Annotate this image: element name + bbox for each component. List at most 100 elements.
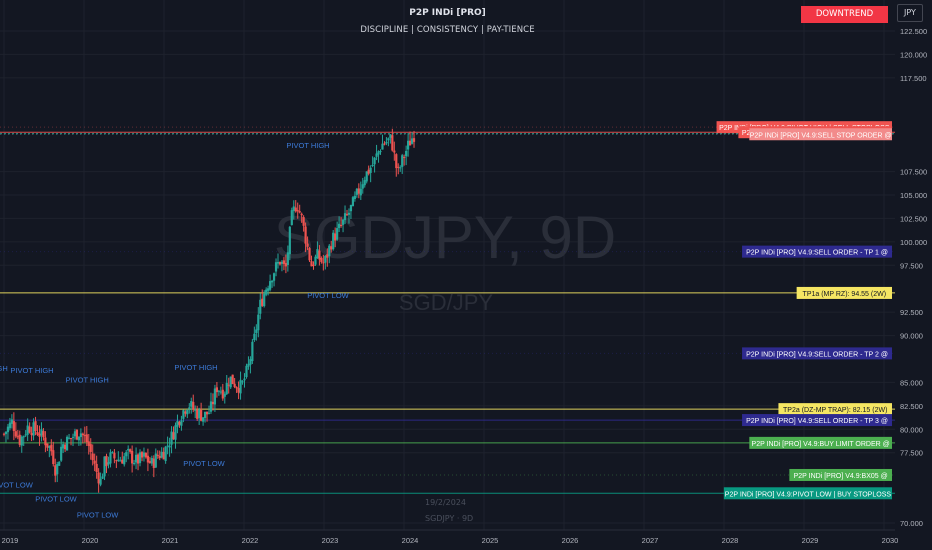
candle-body: [62, 444, 65, 449]
candle-body: [109, 452, 112, 464]
candle-body: [30, 433, 33, 436]
level-label-bg: [789, 468, 892, 481]
candle-body: [351, 197, 355, 207]
candle-body: [93, 460, 96, 464]
price-tick-label: 122.500: [900, 27, 927, 36]
candle-body: [140, 452, 144, 458]
candle-body: [172, 432, 175, 440]
candle-body: [192, 401, 195, 410]
level-label-bg: [796, 286, 892, 299]
candle-body: [286, 252, 289, 265]
price-tick-label: 77.500: [900, 449, 923, 458]
candle-body: [241, 381, 244, 383]
pivot-label: PIVOT HIGH: [10, 366, 53, 375]
candle-body: [34, 421, 37, 432]
candle-body: [339, 224, 343, 226]
candle-body: [32, 422, 35, 436]
candle-body: [288, 226, 291, 255]
candle-body: [103, 456, 106, 477]
candle-body: [369, 167, 372, 173]
candle-body: [389, 134, 392, 138]
candle-body: [359, 188, 362, 196]
candle-body: [156, 454, 159, 456]
level-label: P2P INDi [PRO] V4.9:PIVOT LOW | BUY STOP…: [725, 491, 892, 498]
candle-body: [115, 460, 118, 462]
candle-body: [375, 153, 378, 157]
time-axis: 2019 2020 2021 2022 2023 2024 2025 2026 2027 2028…: [0, 529, 932, 550]
candle-body: [320, 257, 323, 262]
candle-body: [296, 210, 299, 212]
indicator-subtitle: DISCIPLINE | CONSISTENCY | PAY-TIENCE: [360, 25, 535, 35]
candle-body: [138, 452, 142, 464]
candle-body: [270, 280, 274, 283]
candle-body: [134, 454, 138, 463]
level-label: P2P INDi [PRO] V4.9:BX05 @: [794, 473, 888, 480]
time-tick-label: 2024: [402, 536, 419, 545]
candle-body: [178, 421, 181, 425]
candle-body: [219, 391, 222, 393]
candle-body: [379, 151, 382, 153]
candle-body: [105, 455, 108, 467]
candle-body: [371, 164, 374, 167]
candle-body: [125, 452, 128, 457]
price-tick-label: 102.500: [900, 214, 927, 223]
candle-body: [407, 140, 410, 150]
candle-body: [20, 436, 23, 446]
level-label: P2P INDi [PRO] V4.9:SELL STOP ORDER @: [750, 132, 892, 139]
level-label: P2P INDi [PRO] V4.9:BUY LIMIT ORDER @: [752, 441, 890, 448]
candle-body: [54, 465, 57, 476]
price-tick-label: 120.000: [900, 50, 927, 59]
time-tick-label: 2027: [642, 536, 659, 545]
watermark-symbol: SGDJPY, 9D: [274, 204, 616, 271]
candle-body: [73, 431, 77, 437]
indicator-title: P2P INDi [PRO]: [409, 8, 486, 18]
candle-body: [113, 452, 116, 459]
price-tick-label: 82.500: [900, 402, 923, 411]
candle-body: [298, 211, 301, 213]
candle-body: [215, 387, 218, 393]
watermark-pair: SGD/JPY: [399, 290, 493, 315]
candle-body: [184, 411, 187, 414]
candle-body: [201, 417, 205, 422]
time-axis-bg: [0, 530, 932, 550]
candle-body: [363, 180, 366, 186]
level-label: P2P INDi [PRO] V4.9:SELL ORDER - TP 1 @: [746, 250, 888, 257]
currency-button[interactable]: JPY: [897, 4, 923, 22]
candle-body: [176, 420, 179, 427]
candle-body: [316, 249, 319, 259]
candle-body: [334, 233, 337, 241]
level-label-bg: [749, 128, 892, 141]
candle-body: [71, 436, 75, 438]
candle-body: [282, 260, 286, 264]
price-tick-label: 97.500: [900, 261, 923, 270]
candle-body: [227, 384, 230, 386]
level-label-bg: [742, 347, 892, 360]
candle-body: [233, 383, 236, 388]
time-tick-label: 2030: [882, 536, 899, 545]
candle-body: [308, 248, 311, 261]
candle-body: [263, 293, 266, 307]
candle-body: [349, 204, 353, 212]
candle-body: [87, 441, 90, 446]
candle-body: [18, 434, 21, 445]
candle-body: [131, 450, 134, 464]
candle-body: [318, 250, 321, 260]
price-tick-label: 90.000: [900, 332, 923, 341]
candle-body: [198, 409, 201, 419]
time-tick-label: 2028: [722, 536, 739, 545]
candle-body: [353, 195, 356, 199]
candle-body: [412, 138, 416, 142]
time-tick-label: 2019: [2, 536, 19, 545]
candle-body: [243, 378, 246, 381]
candle-body: [221, 389, 224, 399]
candle-body: [188, 407, 191, 409]
candle-body: [211, 401, 215, 405]
candle-body: [194, 409, 197, 411]
candle-body: [284, 263, 287, 267]
candle-body: [229, 376, 232, 388]
candle-body: [347, 212, 351, 215]
candle-body: [203, 411, 207, 418]
candle-body: [162, 451, 165, 460]
candle-body: [158, 455, 161, 459]
